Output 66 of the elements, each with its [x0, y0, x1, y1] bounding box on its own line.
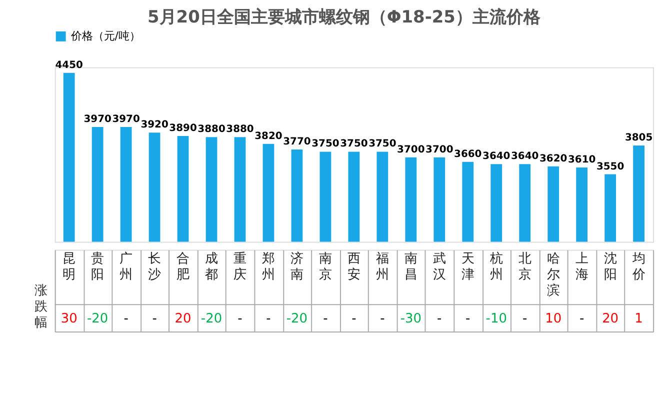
data-label: 3970	[112, 114, 140, 125]
x-tick-label: 成都	[205, 252, 218, 283]
chart-title: 5月20日全国主要城市螺纹钢（Φ18-25）主流价格	[147, 6, 542, 26]
x-tick-label: 哈尔滨	[546, 252, 560, 299]
text: 30	[60, 312, 78, 327]
x-tick-label: 长沙	[148, 252, 162, 283]
data-label: 3820	[254, 130, 282, 142]
data-label: 3660	[454, 148, 482, 160]
data-label: 3750	[312, 138, 340, 150]
text: -30	[400, 312, 422, 327]
text: 20	[602, 312, 619, 327]
text: -20	[86, 312, 108, 327]
text: -	[266, 312, 272, 327]
data-label: 3700	[426, 144, 454, 156]
x-tick-label: 南京	[318, 252, 332, 283]
data-label: 4450	[55, 60, 83, 71]
data-label: 3610	[568, 154, 596, 166]
x-tick-label: 昆明	[62, 252, 76, 283]
data-label: 3750	[368, 138, 396, 150]
text: 涨跌幅	[34, 284, 48, 331]
x-tick-label: 重庆	[233, 252, 246, 283]
text: -	[152, 312, 158, 327]
text: -	[466, 312, 471, 327]
x-tick-label: 广州	[120, 252, 133, 283]
text: -	[380, 312, 386, 327]
x-tick-label: 武汉	[432, 252, 446, 283]
x-tick-label: 沈阳	[604, 252, 617, 283]
text: 20	[174, 312, 192, 327]
text: -10	[486, 312, 507, 327]
text: -	[323, 312, 328, 327]
data-label: 3700	[397, 144, 425, 156]
x-tick-label: 合肥	[176, 252, 190, 283]
legend-label: 价格（元/吨）	[70, 29, 140, 42]
x-tick-label: 均价	[631, 252, 646, 283]
data-label: 3620	[539, 153, 568, 164]
text: -20	[286, 312, 308, 327]
text: -	[579, 312, 584, 327]
data-label: 3640	[482, 151, 510, 162]
text: -20	[200, 312, 222, 327]
data-label: 3890	[169, 122, 197, 134]
x-tick-label: 北京	[518, 252, 532, 283]
x-tick-label: 天津	[461, 252, 474, 283]
text: -	[437, 312, 442, 327]
text: -	[352, 312, 357, 327]
data-label: 3970	[84, 114, 112, 125]
data-label: 3640	[510, 151, 539, 162]
text: 1	[634, 312, 643, 327]
data-label: 3750	[340, 138, 368, 150]
data-label: 3920	[140, 120, 168, 131]
x-tick-label: 贵阳	[91, 252, 104, 283]
x-tick-label: 南昌	[404, 252, 418, 283]
data-label: 3550	[596, 161, 624, 172]
text: -	[124, 312, 129, 327]
x-tick-label: 杭州	[488, 252, 503, 283]
data-label: 3880	[226, 124, 254, 136]
x-tick-label: 上海	[575, 252, 588, 283]
text: -	[522, 312, 528, 327]
x-tick-label: 郑州	[262, 252, 275, 283]
x-tick-label: 福州	[376, 252, 389, 283]
text: 10	[545, 312, 562, 327]
data-label: 3805	[624, 132, 653, 144]
text: -	[238, 312, 243, 327]
x-tick-label: 西安	[347, 252, 360, 283]
x-tick-label: 济南	[290, 252, 304, 283]
data-label: 3770	[283, 136, 311, 148]
data-label: 3880	[198, 124, 226, 136]
